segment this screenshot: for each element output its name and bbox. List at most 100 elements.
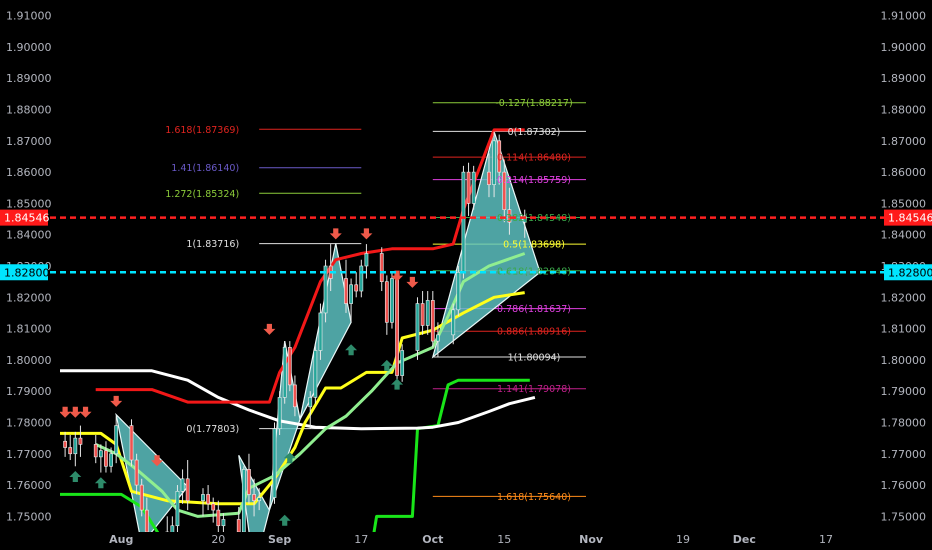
candle-body [354, 284, 359, 292]
candle-body [395, 278, 399, 376]
y-tick-label-left: 1.89000 [6, 72, 52, 85]
fib-level-label: 0.886(1.80916) [497, 327, 571, 338]
fib-level-label: 1(1.80094) [508, 352, 561, 363]
candle-body [216, 509, 221, 527]
candle-body [456, 271, 461, 311]
y-tick-label-left: 1.77000 [6, 448, 52, 461]
candle-body [522, 215, 527, 223]
fib-level-label: 0.214(1.85759) [497, 175, 571, 186]
candle-body [425, 300, 430, 326]
candle-body [109, 453, 113, 467]
x-tick-label: Sep [268, 533, 291, 546]
candle-body [502, 171, 507, 210]
candle-body [73, 437, 78, 455]
y-tick-label-right: 1.91000 [881, 10, 927, 23]
y-tick-label-right: 1.75000 [881, 510, 927, 523]
sell-arrow-icon [79, 406, 92, 418]
fib-level-label: 1.272(1.85324) [165, 189, 239, 200]
candle-body [318, 312, 323, 351]
indicator-lines [60, 128, 536, 532]
y-tick-label-right: 1.79000 [881, 385, 927, 398]
y-tick-label-left: 1.86000 [6, 166, 52, 179]
y-tick-label-right: 1.86000 [881, 166, 927, 179]
candle-body [507, 209, 512, 223]
candle-body [98, 450, 103, 458]
y-tick-label-left: 1.82000 [6, 291, 52, 304]
candle-body [471, 171, 476, 204]
x-tick-label: Nov [579, 533, 604, 546]
candle-body [430, 300, 435, 342]
buy-arrow-icon [345, 344, 358, 356]
y-tick-label-right: 1.87000 [881, 135, 927, 148]
y-tick-label-left: 1.79000 [6, 385, 52, 398]
price-tag-box [0, 264, 48, 281]
candle-body [400, 350, 405, 376]
y-tick-label-right: 1.85000 [881, 197, 927, 210]
y-tick-label-left: 1.75000 [6, 510, 52, 523]
y-tick-label-right: 1.88000 [881, 104, 927, 117]
y-tick-label-left: 1.91000 [6, 10, 52, 23]
harmonic-triangle [299, 243, 352, 420]
candle-body [247, 469, 251, 495]
candle-body [104, 450, 108, 467]
candle-body [129, 425, 134, 461]
candle-body [221, 519, 226, 527]
candle-body [93, 444, 98, 458]
y-tick-label-right: 1.90000 [881, 41, 927, 54]
candle-body [359, 265, 364, 292]
buy-arrow-icon [278, 514, 291, 526]
y-tick-label-left: 1.80000 [6, 354, 52, 367]
x-tick-label: 17 [819, 533, 833, 546]
candle-body [293, 384, 297, 408]
x-tick-label: Aug [109, 533, 133, 546]
y-tick-label-left: 1.84000 [6, 229, 52, 242]
candle-body [252, 494, 256, 502]
candle-body [349, 284, 353, 304]
candle-body [272, 428, 277, 498]
fib-level-label: 0(1.77803) [186, 424, 239, 435]
candle-body [323, 265, 328, 314]
candle-body [415, 303, 420, 351]
fib-level-label: 1.618(1.87369) [165, 125, 239, 136]
sell-arrow-icon [151, 455, 164, 467]
sell-arrow-icon [391, 270, 404, 282]
sell-arrow-icon [360, 228, 373, 240]
y-tick-label-right: 1.80000 [881, 354, 927, 367]
fib-level-label: 1.141(1.79078) [497, 384, 571, 395]
white-indicator-line [60, 369, 536, 431]
time-axis: Aug 20 Sep 17 Oct 15 Nov 19 Dec 17 [109, 533, 833, 546]
candle-body [170, 525, 175, 532]
candle-body [308, 397, 313, 408]
price-tag-box [884, 209, 932, 226]
candle-body [63, 440, 67, 448]
candlesticks [63, 131, 527, 532]
fib-level-label: 1.618(1.75640) [497, 492, 571, 503]
candle-body [241, 469, 246, 532]
fib-level-label: 1.41(1.86140) [171, 163, 239, 174]
green-indicator-line [60, 378, 530, 532]
price-tag-label: 1.82800 [888, 266, 932, 279]
candle-body [211, 503, 216, 511]
candle-body [277, 397, 282, 430]
candle-body [466, 171, 471, 204]
x-tick-label: 15 [497, 533, 511, 546]
buy-arrow-icon [94, 477, 107, 489]
y-tick-label-left: 1.87000 [6, 135, 52, 148]
y-tick-label-left: 1.88000 [6, 104, 52, 117]
price-tag-label: 1.82800 [4, 266, 50, 279]
candle-body [134, 459, 139, 486]
fib-level-label: 0.5(1.83698) [503, 240, 565, 251]
fib-level-label: 0.114(1.86480) [497, 153, 571, 164]
candle-body [144, 509, 149, 532]
candle-body [206, 494, 210, 505]
sell-arrow-icon [406, 276, 419, 288]
candle-body [68, 447, 73, 455]
x-tick-label: 17 [354, 533, 368, 546]
sell-arrow-icon [329, 228, 342, 240]
candle-body [236, 519, 241, 532]
price-tags: 1.84546 1.84546 1.82800 1.82800 [0, 209, 932, 281]
y-tick-label-right: 1.76000 [881, 479, 927, 492]
y-tick-label-left: 1.78000 [6, 416, 52, 429]
candle-body [185, 478, 190, 502]
